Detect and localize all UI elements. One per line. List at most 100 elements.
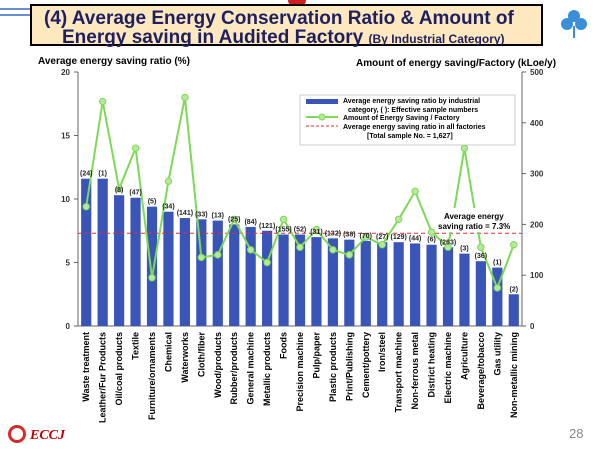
sample-number-label: (27) (376, 234, 388, 241)
sample-number-label: (24) (80, 171, 92, 178)
bar (442, 247, 454, 326)
bar (410, 243, 421, 326)
sample-number-label: (33) (195, 211, 207, 218)
category-label: Textile (131, 332, 141, 360)
category-label: Agriculture (459, 332, 469, 380)
sample-number-label: (6) (427, 237, 436, 244)
sample-number-label: (141) (177, 210, 193, 217)
sample-number-label: (8) (115, 187, 124, 194)
line-point (460, 144, 469, 152)
line-point (230, 215, 238, 224)
bar (508, 294, 519, 326)
right-tick-label: 0 (530, 322, 535, 331)
category-label: Metallic products (262, 332, 272, 406)
line-point (115, 185, 123, 193)
eccj-logo-text: ECCJ (30, 428, 66, 443)
bar (294, 234, 306, 326)
category-label: Plastic products (328, 332, 338, 402)
category-label: Oil/coal products (114, 332, 124, 406)
line-point (279, 215, 288, 224)
line-point (214, 251, 222, 259)
bar (114, 195, 125, 326)
category-label: Waste treatment (81, 332, 91, 402)
line-point (493, 284, 502, 292)
bar (311, 237, 322, 326)
category-label: Cement/pottery (361, 332, 371, 398)
line-point (427, 228, 436, 236)
line-point (246, 246, 255, 254)
bar (327, 238, 338, 326)
right-axis-label: Amount of energy saving/Factory (kLoe/y) (356, 58, 556, 69)
sample-number-label: (70) (360, 233, 372, 240)
category-label: Cloth/fiber (196, 332, 206, 377)
bar (262, 230, 273, 326)
line-point (263, 258, 271, 267)
left-tick-label: 5 (66, 259, 71, 268)
line-series-group (82, 93, 518, 292)
legend: Average energy saving ratio by industria… (299, 94, 516, 146)
sample-number-label: (31) (310, 229, 322, 236)
bar (146, 206, 158, 326)
line-point (345, 251, 354, 259)
line-point (131, 144, 140, 152)
line-point (411, 187, 419, 196)
bar (459, 253, 470, 326)
bar (393, 242, 404, 326)
sample-number-label: (47) (129, 190, 141, 197)
legend-line-marker (318, 113, 326, 121)
annotation-box (436, 208, 518, 232)
legend-text-1: Average energy saving ratio by industria… (343, 98, 480, 105)
category-label: Non-metallic mining (509, 332, 519, 418)
line-point (444, 243, 452, 251)
category-label: Gas utility (492, 332, 502, 376)
sample-number-label: (3) (460, 246, 469, 253)
annotation-line-1: Average energy (444, 212, 504, 221)
bars-group (81, 178, 519, 326)
right-tick-label: 100 (530, 271, 544, 280)
category-label: Precision machine (295, 332, 305, 412)
sample-number-label: (155) (275, 227, 291, 234)
line-point (510, 241, 518, 249)
line-point (82, 202, 90, 211)
bar (97, 178, 108, 326)
right-tick-label: 400 (530, 119, 544, 128)
category-label: General machine (246, 332, 256, 405)
left-tick-label: 15 (61, 132, 70, 141)
decorative-rule (0, 8, 34, 16)
legend-text-5: [Total sample No. = 1,627] (367, 133, 453, 140)
line-point (378, 241, 386, 249)
category-label: District heating (427, 332, 437, 398)
title-box: (4) Average Energy Conservation Ratio & … (30, 4, 543, 49)
line-point (312, 225, 321, 234)
category-label: Rubber/products (229, 332, 239, 405)
left-tick-label: 0 (66, 322, 71, 331)
bar (492, 267, 503, 326)
bar (196, 219, 207, 326)
sample-number-label: (121) (259, 223, 275, 230)
line-point (164, 177, 173, 185)
title-line-2: Energy saving in Audited Factory (By Ind… (62, 27, 505, 49)
sample-number-label: (1) (493, 260, 502, 267)
category-label: Pulp/paper (311, 332, 321, 379)
legend-bar-swatch (306, 99, 338, 104)
bar (278, 234, 289, 326)
bar (179, 218, 190, 326)
decorative-red-tab (288, 0, 306, 7)
right-tick-label: 300 (530, 170, 544, 179)
category-label: Chemical (163, 332, 173, 372)
legend-text-4: Average energy saving ratio in all facto… (343, 124, 486, 131)
category-label: Beverage/tobacco (476, 332, 486, 410)
line-point (362, 233, 370, 241)
sample-number-label: (36) (475, 253, 487, 260)
sample-number-label: (44) (409, 235, 421, 242)
category-label: Foods (279, 332, 289, 359)
category-label: Non-ferrous metal (410, 332, 420, 410)
line-point (329, 246, 337, 254)
line-point (197, 253, 206, 262)
line-point (181, 93, 189, 102)
sample-number-label: (52) (294, 227, 306, 234)
sample-number-label: (1) (98, 171, 107, 178)
sample-number-label: (34) (162, 204, 174, 211)
